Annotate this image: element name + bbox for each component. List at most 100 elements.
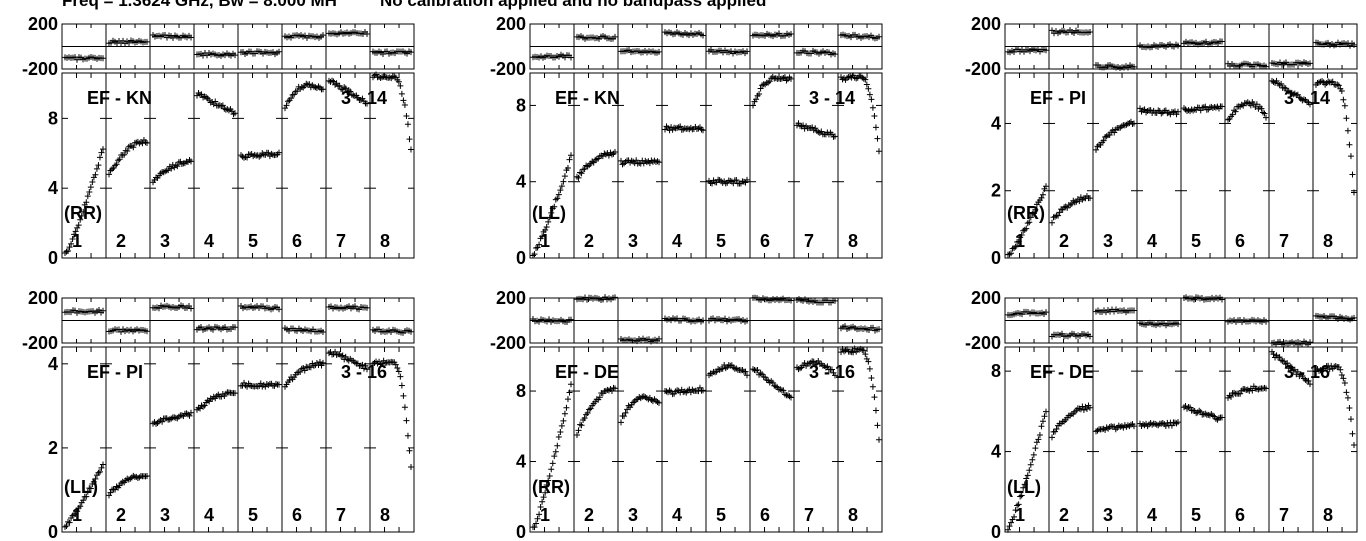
- amplitude-point: [168, 415, 175, 422]
- amplitude-point: [700, 387, 706, 394]
- amplitude-point: [257, 380, 264, 387]
- baseline-label: EF - DE: [555, 362, 619, 382]
- phase-point: [832, 297, 838, 304]
- amplitude-point: [684, 125, 691, 132]
- channel-range-label: 3 - 16: [341, 362, 387, 382]
- amplitude-point: [800, 122, 807, 129]
- amplitude-tick-label: 4: [48, 178, 58, 198]
- polarization-label: (RR): [532, 477, 570, 497]
- amplitude-point: [533, 245, 540, 252]
- amplitude-point: [868, 96, 875, 103]
- amplitude-point: [654, 158, 661, 165]
- amplitude-point: [564, 165, 571, 172]
- amplitude-point: [1087, 404, 1093, 411]
- amplitude-point: [291, 91, 298, 98]
- frequency-header: Freq = 1.3624 GHz, Bw = 8.000 MH: [62, 0, 337, 10]
- amplitude-point: [1008, 250, 1015, 257]
- amplitude-point: [1332, 363, 1339, 370]
- amplitude-point: [1008, 519, 1015, 526]
- amplitude-point: [1033, 439, 1040, 446]
- amplitude-point: [1012, 243, 1019, 250]
- amplitude-point: [753, 96, 760, 103]
- amplitude-point: [77, 216, 84, 223]
- amplitude-point: [181, 160, 188, 167]
- amplitude-point: [406, 136, 413, 143]
- phase-tick-label: -200: [965, 333, 1001, 353]
- amplitude-point: [1131, 423, 1137, 430]
- phase-point: [100, 55, 106, 62]
- channel-number: 6: [1235, 231, 1245, 251]
- amplitude-point: [212, 98, 219, 105]
- amplitude-point: [1026, 219, 1033, 226]
- amplitude-point: [863, 355, 870, 362]
- amplitude-point: [586, 406, 593, 413]
- amplitude-point: [554, 442, 561, 449]
- phase-point: [788, 297, 794, 304]
- phase-point: [1175, 42, 1181, 49]
- amplitude-point: [408, 464, 414, 471]
- amplitude-point: [757, 85, 764, 92]
- channel-number: 6: [1235, 505, 1245, 525]
- amplitude-point: [549, 460, 556, 467]
- amplitude-point: [106, 171, 112, 178]
- amplitude-point: [1228, 393, 1235, 400]
- amplitude-point: [320, 86, 326, 93]
- baseline-label: EF - PI: [1030, 88, 1086, 108]
- amplitude-point: [74, 224, 81, 231]
- phase-point: [612, 33, 618, 40]
- amplitude-point: [1027, 214, 1034, 221]
- amplitude-point: [662, 126, 668, 133]
- amplitude-point: [677, 123, 684, 130]
- amplitude-point: [201, 402, 208, 409]
- amplitude-point: [286, 377, 293, 384]
- amplitude-point: [66, 244, 73, 251]
- channel-number: 2: [116, 231, 126, 251]
- amplitude-point: [1097, 141, 1104, 148]
- amplitude-point: [874, 422, 881, 429]
- amplitude-point: [563, 404, 570, 411]
- amplitude-point: [86, 189, 93, 196]
- channel-number: 2: [584, 231, 594, 251]
- amplitude-point: [320, 359, 326, 366]
- amplitude-point: [232, 110, 238, 117]
- channel-number: 7: [1279, 505, 1289, 525]
- amplitude-point: [700, 127, 706, 134]
- amplitude-tick-label: 4: [516, 172, 526, 192]
- phase-point: [320, 32, 326, 39]
- amplitude-point: [92, 475, 99, 482]
- amplitude-point: [754, 367, 761, 374]
- amplitude-point: [288, 95, 295, 102]
- amplitude-point: [539, 498, 546, 505]
- amplitude-point: [578, 422, 585, 429]
- amplitude-point: [583, 411, 590, 418]
- phase-point: [188, 305, 194, 312]
- amplitude-point: [536, 241, 543, 248]
- amplitude-point: [1080, 406, 1087, 413]
- amplitude-point: [546, 473, 553, 480]
- amplitude-point: [709, 180, 716, 187]
- amplitude-point: [78, 212, 85, 219]
- channel-number: 3: [1103, 505, 1113, 525]
- amplitude-tick-label: 8: [516, 95, 526, 115]
- amplitude-point: [347, 88, 354, 95]
- phase-point: [144, 328, 150, 335]
- amplitude-point: [577, 169, 584, 176]
- amplitude-point: [566, 389, 573, 396]
- phase-tick-label: 200: [971, 14, 1001, 34]
- phase-tick-label: -200: [490, 333, 526, 353]
- phase-point: [188, 34, 194, 41]
- amplitude-point: [618, 157, 624, 164]
- amplitude-point: [1049, 434, 1055, 441]
- amplitude-point: [339, 352, 346, 359]
- baseline-panel: 200 -200 0 2 4 1 2 3 4 5 6 7 8 EF - PI (RR) 3 - 14: [965, 14, 1358, 268]
- amplitude-point: [1039, 418, 1046, 425]
- amplitude-point: [560, 417, 567, 424]
- amplitude-point: [797, 365, 804, 372]
- amplitude-point: [577, 421, 584, 428]
- phase-point: [1087, 29, 1093, 36]
- channel-number: 4: [672, 231, 682, 251]
- amplitude-point: [696, 384, 703, 391]
- amplitude-point: [1029, 456, 1036, 463]
- channel-range-label: 3 - 14: [341, 88, 387, 108]
